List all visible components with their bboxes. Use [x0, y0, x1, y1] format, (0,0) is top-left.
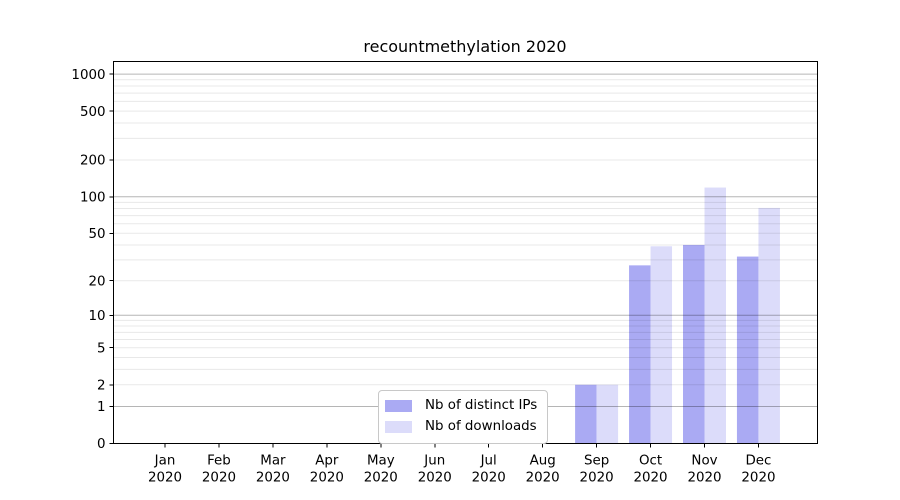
x-tick-label: Apr 2020 [310, 454, 344, 486]
y-tick-label: 10 [88, 309, 105, 324]
x-tick-label: Jan 2020 [148, 454, 182, 486]
x-tick-label: Sep 2020 [580, 454, 614, 486]
y-tick-label: 1000 [71, 68, 105, 83]
y-tick-label: 50 [88, 227, 105, 242]
bar-oct-series0 [629, 265, 651, 444]
legend-swatch-distinct-ips-icon [385, 399, 412, 412]
legend-swatch-downloads-icon [385, 421, 412, 434]
y-tick-label: 1 [97, 400, 106, 415]
x-tick-label: Feb 2020 [202, 454, 236, 486]
y-tick-label: 20 [88, 274, 105, 289]
x-tick-label: Oct 2020 [634, 454, 668, 486]
legend-item-downloads: Nb of downloads [385, 419, 539, 435]
bar-nov-series0 [683, 244, 705, 444]
x-tick-label: Aug 2020 [526, 454, 560, 486]
y-tick-label: 2 [97, 378, 106, 393]
chart-title: recountmethylation 2020 [363, 37, 567, 56]
bar-sep-series0 [575, 384, 597, 444]
legend-label-distinct-ips: Nb of distinct IPs [425, 398, 538, 413]
x-tick-label: May 2020 [364, 454, 398, 486]
y-tick-label: 500 [80, 105, 106, 120]
legend-item-distinct-ips: Nb of distinct IPs [385, 399, 539, 412]
bar-sep-series1 [596, 384, 619, 444]
legend: Nb of distinct IPs Nb of downloads [378, 390, 549, 444]
legend-label-downloads: Nb of downloads [425, 419, 537, 435]
x-tick-label: Jun 2020 [418, 454, 452, 486]
x-tick-label: Jul 2020 [472, 454, 506, 486]
y-tick-label: 5 [97, 341, 106, 356]
x-tick-label: Mar 2020 [256, 454, 290, 486]
y-tick-label: 100 [80, 190, 106, 205]
bar-dec-series0 [736, 256, 759, 444]
x-tick-label: Dec 2020 [741, 454, 775, 486]
y-tick-label: 200 [80, 154, 106, 169]
bar-oct-series1 [650, 246, 673, 444]
x-tick-label: Nov 2020 [687, 454, 721, 486]
bar-nov-series1 [704, 187, 726, 444]
bar-dec-series1 [758, 207, 780, 444]
y-tick-label: 0 [97, 437, 106, 452]
